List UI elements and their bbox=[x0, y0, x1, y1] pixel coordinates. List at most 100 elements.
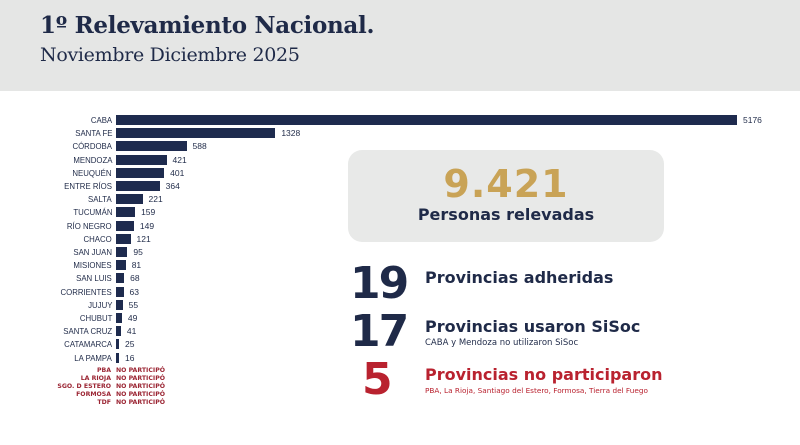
value-label: 5176 bbox=[743, 115, 762, 125]
not-participated-row: TDF NO PARTICIPÓ bbox=[0, 398, 300, 407]
value-label: 55 bbox=[128, 299, 139, 310]
value-label: 421 bbox=[172, 154, 187, 165]
stat-label: Provincias no participaron bbox=[425, 365, 663, 384]
stat-label: Provincias adheridas bbox=[425, 268, 614, 287]
chart-row: RÍO NEGRO 149 bbox=[0, 220, 800, 232]
status-label: NO PARTICIPÓ bbox=[116, 366, 165, 374]
bar bbox=[116, 167, 165, 178]
not-participated-row: LA RIOJA NO PARTICIPÓ bbox=[0, 374, 300, 383]
status-label: NO PARTICIPÓ bbox=[116, 374, 165, 382]
chart-row: MENDOZA 421 bbox=[0, 154, 800, 166]
bar bbox=[116, 352, 119, 363]
status-label: NO PARTICIPÓ bbox=[116, 382, 165, 390]
chart-row: SAN LUIS 68 bbox=[0, 272, 800, 284]
category-label: JUJUY bbox=[87, 299, 112, 310]
chart-row: CHACO 121 bbox=[0, 233, 800, 245]
chart-row: ENTRE RÍOS 364 bbox=[0, 180, 800, 192]
total-label: Personas relevadas bbox=[417, 205, 595, 224]
bar bbox=[116, 194, 143, 205]
stat-value: 17 bbox=[350, 306, 409, 357]
value-label: 401 bbox=[170, 167, 185, 178]
value-label: 63 bbox=[129, 286, 140, 297]
value-label: 149 bbox=[139, 220, 155, 231]
category-label: SANTA CRUZ bbox=[63, 326, 112, 337]
bar bbox=[116, 233, 131, 244]
province-label: LA RIOJA bbox=[80, 374, 111, 382]
bar bbox=[116, 299, 123, 310]
bar bbox=[116, 247, 128, 257]
value-label: 121 bbox=[136, 233, 151, 244]
bar bbox=[116, 141, 187, 152]
value-label: 588 bbox=[192, 141, 207, 152]
bar bbox=[116, 220, 134, 231]
page-subtitle: Noviembre Diciembre 2025 bbox=[40, 44, 300, 66]
stat-note: PBA, La Rioja, Santiago del Estero, Form… bbox=[425, 386, 648, 395]
category-label: SAN JUAN bbox=[73, 247, 112, 257]
chart-row: CORRIENTES 63 bbox=[0, 286, 800, 298]
bar bbox=[116, 273, 125, 284]
chart-row: CATAMARCA 25 bbox=[0, 338, 800, 350]
category-label: CHACO bbox=[83, 233, 112, 244]
category-label: SAN LUIS bbox=[76, 273, 112, 284]
value-label: 81 bbox=[131, 260, 142, 271]
stat-value: 19 bbox=[350, 258, 409, 309]
bar bbox=[116, 207, 136, 218]
chart-row: SALTA 221 bbox=[0, 193, 800, 205]
category-label: CHUBUT bbox=[79, 313, 112, 323]
category-label: ENTRE RÍOS bbox=[64, 181, 112, 191]
chart-row: SAN JUAN 95 bbox=[0, 246, 800, 258]
category-label: CORRIENTES bbox=[60, 286, 112, 297]
category-label: LA PAMPA bbox=[74, 352, 112, 363]
value-label: 16 bbox=[125, 352, 135, 363]
bar bbox=[116, 181, 160, 191]
chart-row: JUJUY 55 bbox=[0, 299, 800, 311]
category-label: TUCUMÁN bbox=[72, 207, 112, 218]
category-label: MENDOZA bbox=[72, 154, 112, 165]
category-label: CABA bbox=[90, 115, 112, 125]
category-label: CÓRDOBA bbox=[72, 141, 112, 152]
chart-row: SANTA CRUZ 41 bbox=[0, 325, 800, 337]
category-label: CATAMARCA bbox=[64, 339, 112, 350]
total-card: 9.421 Personas relevadas bbox=[348, 150, 664, 242]
status-label: NO PARTICIPÓ bbox=[116, 398, 165, 406]
bar bbox=[116, 154, 167, 165]
stat-note: CABA y Mendoza no utilizaron SiSoc bbox=[425, 338, 579, 348]
not-participated-row: FORMOSA NO PARTICIPÓ bbox=[0, 390, 300, 399]
chart-row: MISIONES 81 bbox=[0, 259, 800, 271]
value-label: 159 bbox=[141, 207, 156, 218]
province-label: SGO. D ESTERO bbox=[57, 382, 111, 390]
province-label: TDF bbox=[97, 398, 111, 406]
category-label: MISIONES bbox=[73, 260, 112, 271]
province-label: PBA bbox=[96, 366, 111, 374]
value-label: 68 bbox=[130, 273, 140, 284]
bar bbox=[116, 339, 119, 350]
bar bbox=[116, 115, 737, 125]
value-label: 364 bbox=[165, 181, 180, 191]
chart-row: CÓRDOBA 588 bbox=[0, 140, 800, 152]
category-label: RÍO NEGRO bbox=[67, 220, 112, 231]
chart-row: CHUBUT 49 bbox=[0, 312, 800, 324]
chart-row: CABA 5176 bbox=[0, 114, 800, 126]
total-value: 9.421 bbox=[443, 162, 569, 206]
value-label: 49 bbox=[127, 313, 138, 323]
page-title: 1º Relevamiento Nacional. bbox=[40, 12, 375, 39]
value-label: 221 bbox=[148, 194, 163, 205]
value-label: 41 bbox=[126, 326, 137, 337]
value-label: 25 bbox=[125, 339, 135, 350]
header-band: 1º Relevamiento Nacional. Noviembre Dici… bbox=[0, 0, 800, 91]
bar bbox=[116, 128, 276, 139]
not-participated-row: PBA NO PARTICIPÓ bbox=[0, 366, 300, 375]
stat-label: Provincias usaron SiSoc bbox=[425, 317, 641, 336]
chart-row: TUCUMÁN 159 bbox=[0, 206, 800, 218]
bar bbox=[116, 286, 124, 297]
stat-value: 5 bbox=[362, 354, 393, 405]
status-label: NO PARTICIPÓ bbox=[116, 390, 165, 398]
bar-chart: CABA 5176 SANTA FE 1328 CÓRDOBA 588 MENDOZA 421… bbox=[0, 110, 800, 410]
province-label: FORMOSA bbox=[76, 390, 111, 398]
category-label: SANTA FE bbox=[74, 128, 112, 139]
bar bbox=[116, 313, 122, 323]
value-label: 95 bbox=[133, 247, 143, 257]
chart-row: SANTA FE 1328 bbox=[0, 127, 800, 139]
value-label: 1328 bbox=[281, 128, 301, 139]
chart-row: LA PAMPA 16 bbox=[0, 352, 800, 364]
